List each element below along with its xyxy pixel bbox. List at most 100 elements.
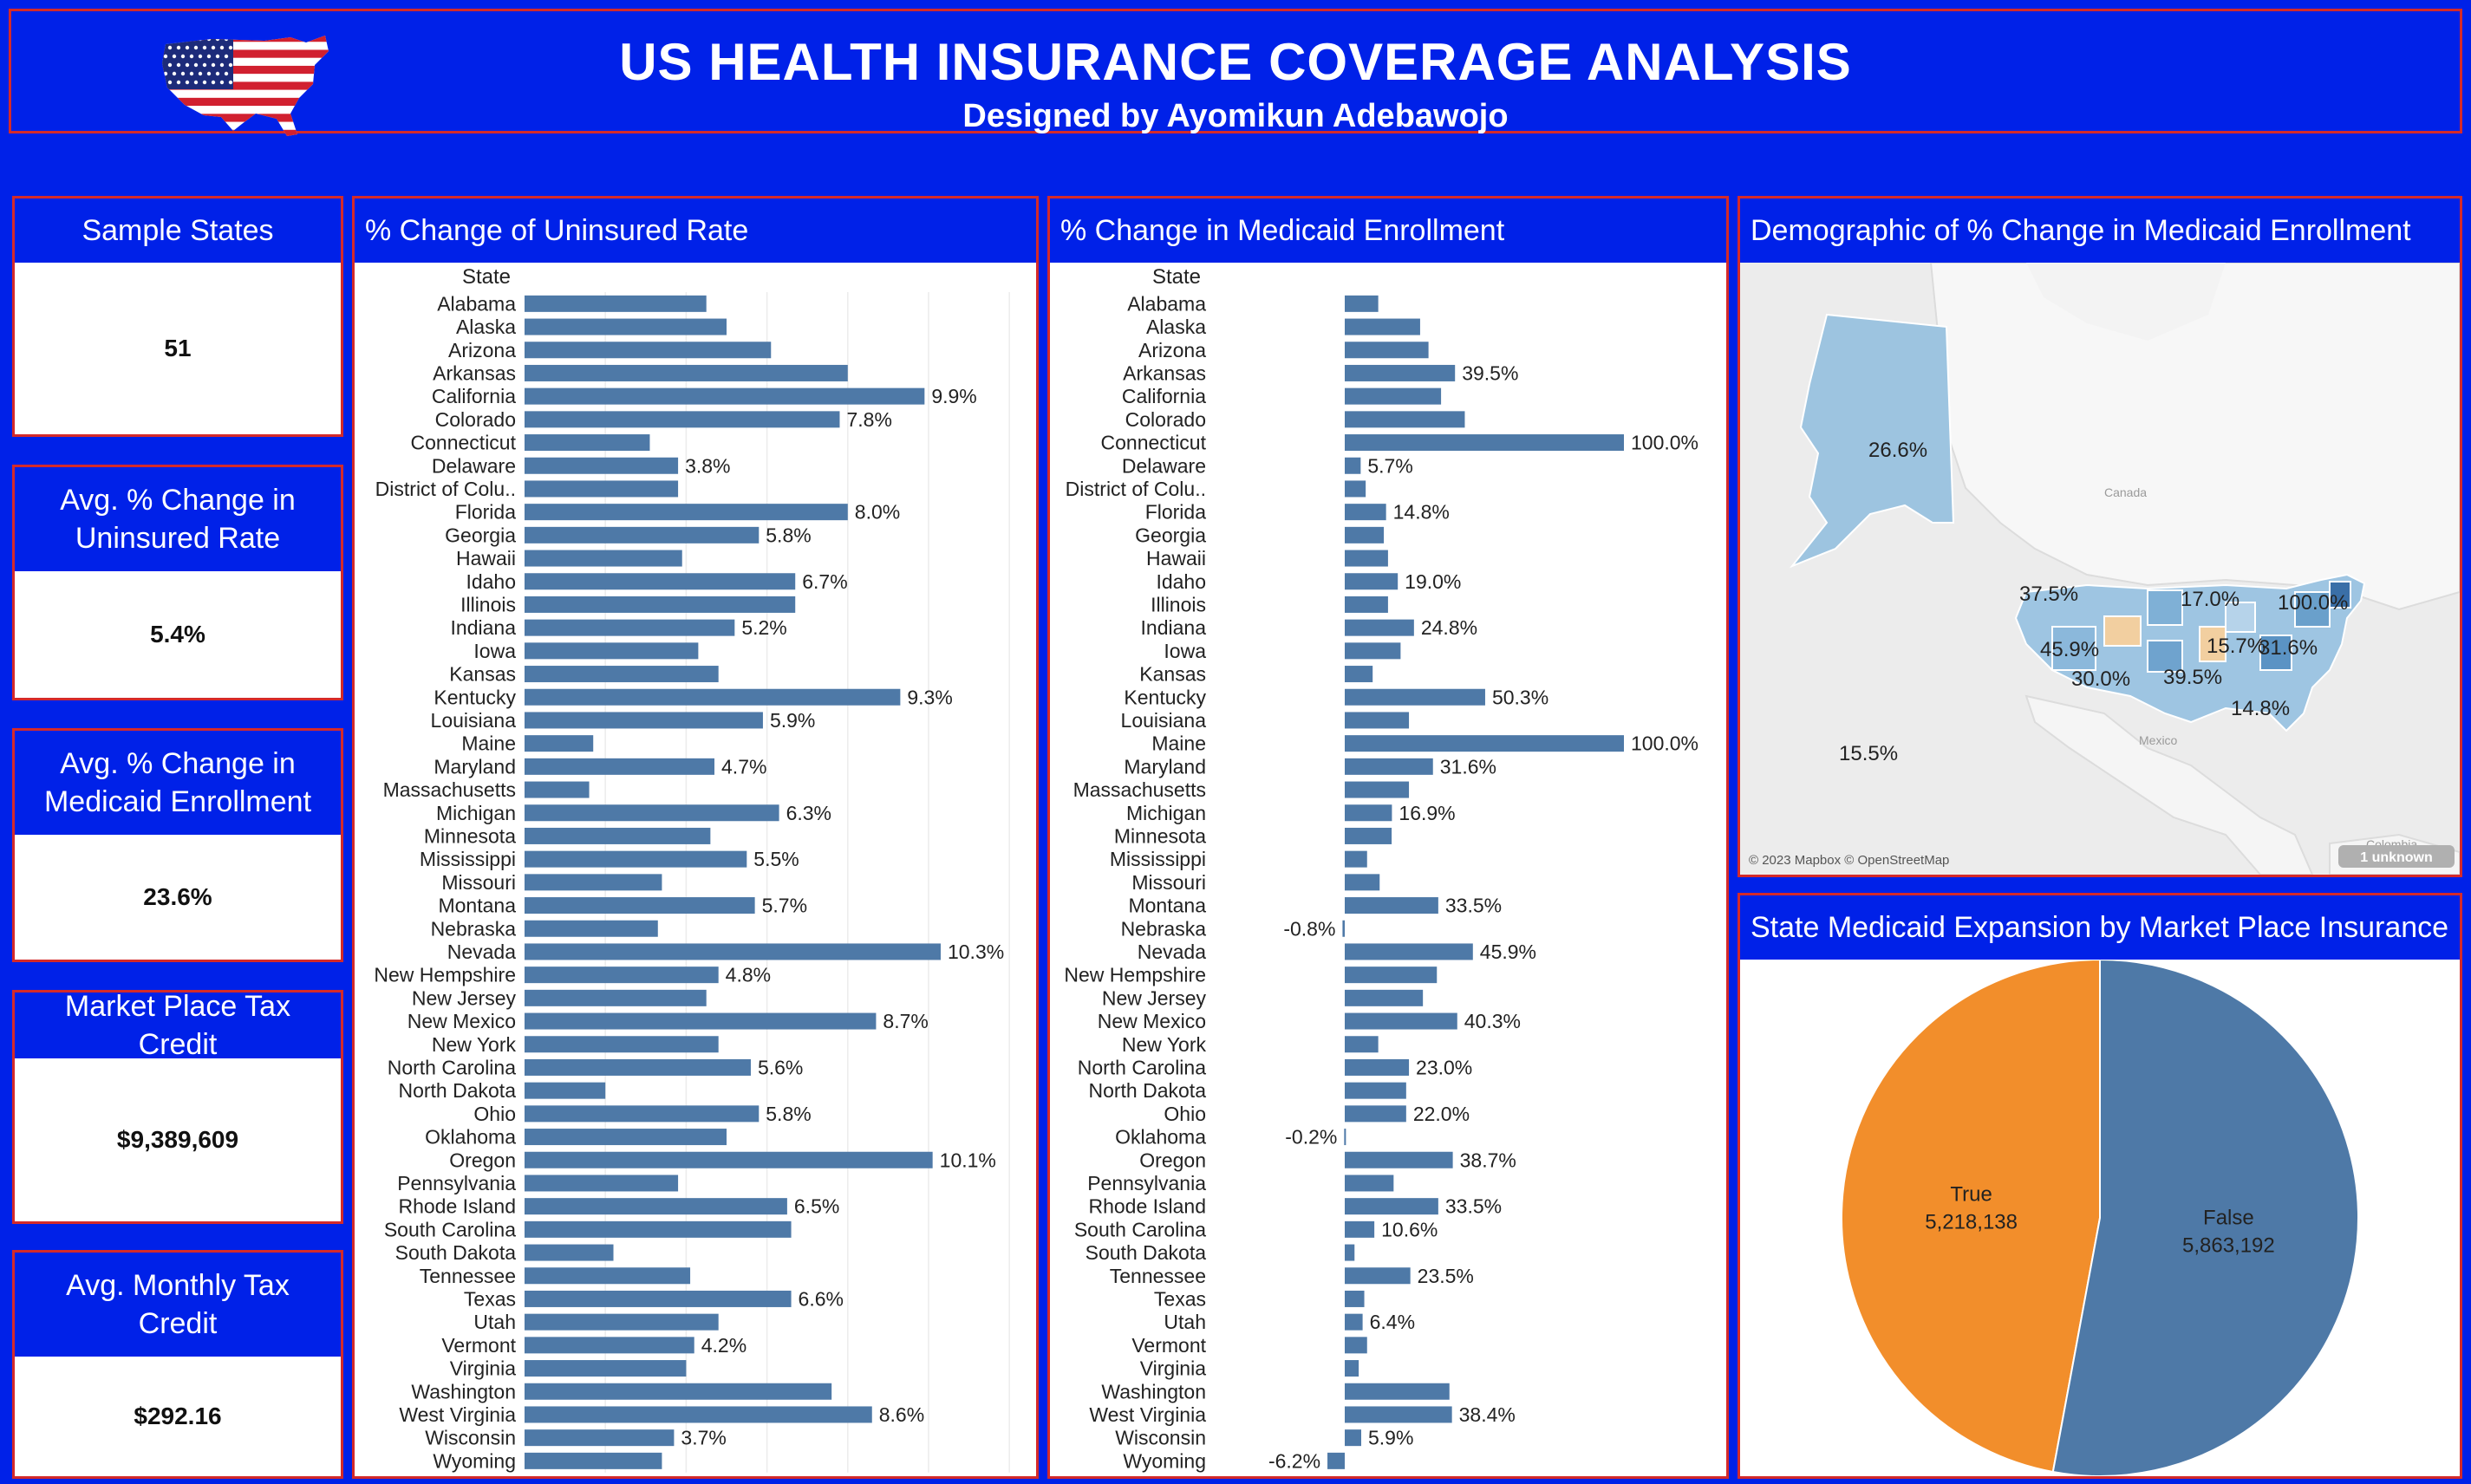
bar[interactable] [1344, 1129, 1346, 1146]
bar[interactable] [1345, 688, 1485, 706]
bar[interactable] [1345, 989, 1424, 1006]
pie-slice-true[interactable] [1841, 958, 2101, 1474]
bar[interactable] [1345, 1058, 1410, 1076]
bar[interactable] [525, 989, 707, 1006]
bar[interactable] [1345, 943, 1473, 960]
bar[interactable] [525, 920, 658, 937]
bar[interactable] [525, 1175, 679, 1192]
bar[interactable] [525, 967, 719, 984]
bar[interactable] [1345, 318, 1420, 335]
bar[interactable] [525, 781, 590, 798]
bar[interactable] [525, 550, 682, 567]
bar[interactable] [525, 688, 901, 706]
bar[interactable] [1345, 342, 1429, 359]
bar[interactable] [1345, 804, 1392, 822]
bar[interactable] [525, 480, 679, 498]
bar[interactable] [1345, 874, 1380, 891]
bar[interactable] [1345, 1220, 1375, 1238]
bar[interactable] [1345, 1360, 1359, 1377]
bar[interactable] [525, 1429, 675, 1447]
bar[interactable] [525, 457, 679, 474]
bar[interactable] [525, 1036, 719, 1053]
bar[interactable] [525, 874, 662, 891]
bar[interactable] [525, 526, 760, 543]
bar[interactable] [1345, 967, 1438, 984]
bar[interactable] [1345, 504, 1386, 521]
bar[interactable] [525, 897, 755, 914]
bar[interactable] [1345, 1383, 1450, 1400]
bar[interactable] [1345, 596, 1388, 613]
bar[interactable] [525, 434, 650, 452]
bar[interactable] [1345, 1151, 1453, 1168]
bar[interactable] [1345, 1267, 1411, 1285]
bar[interactable] [1345, 1244, 1355, 1261]
bar[interactable] [525, 804, 779, 822]
bar[interactable] [525, 342, 772, 359]
bar[interactable] [1345, 1105, 1406, 1123]
bar[interactable] [525, 1012, 877, 1030]
bar[interactable] [1345, 457, 1361, 474]
bar[interactable] [1345, 781, 1410, 798]
bar[interactable] [1345, 1198, 1438, 1215]
bar[interactable] [525, 1198, 787, 1215]
bar[interactable] [1345, 1406, 1452, 1423]
bar[interactable] [525, 411, 840, 428]
bar[interactable] [525, 827, 711, 844]
bar[interactable] [525, 1082, 606, 1099]
bar[interactable] [525, 666, 719, 683]
bar[interactable] [525, 943, 941, 960]
bar[interactable] [1345, 712, 1410, 729]
bar[interactable] [525, 735, 594, 752]
bar[interactable] [1345, 1175, 1394, 1192]
bar[interactable] [525, 1058, 751, 1076]
bar[interactable] [1345, 619, 1414, 636]
bar[interactable] [1345, 387, 1442, 405]
bar[interactable] [525, 1220, 792, 1238]
bar[interactable] [525, 1452, 662, 1469]
bar[interactable] [525, 1129, 727, 1146]
bar[interactable] [1345, 827, 1392, 844]
bar[interactable] [525, 1151, 933, 1168]
bar[interactable] [525, 1267, 691, 1285]
bar[interactable] [525, 1244, 614, 1261]
bar[interactable] [1345, 1313, 1363, 1331]
bar[interactable] [1345, 573, 1398, 590]
bar[interactable] [1345, 850, 1367, 868]
bar[interactable] [1345, 411, 1465, 428]
bar[interactable] [1345, 526, 1385, 543]
bar[interactable] [525, 387, 925, 405]
bar[interactable] [1345, 1337, 1367, 1354]
bar[interactable] [1345, 642, 1401, 660]
bar[interactable] [1342, 920, 1345, 937]
bar[interactable] [525, 318, 727, 335]
bar[interactable] [1345, 735, 1624, 752]
bar[interactable] [525, 758, 715, 775]
bar[interactable] [525, 364, 848, 381]
bar[interactable] [1345, 1429, 1361, 1447]
bar[interactable] [525, 1290, 792, 1307]
bar[interactable] [1345, 1012, 1457, 1030]
bar[interactable] [525, 1406, 872, 1423]
bar[interactable] [525, 712, 763, 729]
bar[interactable] [525, 1105, 760, 1123]
bar[interactable] [525, 596, 796, 613]
bar[interactable] [525, 295, 707, 312]
bar[interactable] [525, 1313, 719, 1331]
bar[interactable] [1345, 1082, 1406, 1099]
bar[interactable] [1345, 480, 1366, 498]
bar[interactable] [1345, 1290, 1365, 1307]
bar[interactable] [1345, 897, 1438, 914]
map-area[interactable]: Canada Mexico Colombia 26.6% 37.5% 17.0%… [1740, 263, 2460, 875]
bar[interactable] [1345, 758, 1433, 775]
bar[interactable] [1345, 1036, 1379, 1053]
bar[interactable] [525, 504, 848, 521]
bar[interactable] [525, 1337, 694, 1354]
bar[interactable] [1345, 295, 1379, 312]
bar[interactable] [1345, 364, 1456, 381]
bar[interactable] [525, 642, 699, 660]
bar[interactable] [525, 619, 735, 636]
bar[interactable] [1345, 550, 1388, 567]
bar[interactable] [1345, 666, 1373, 683]
bar[interactable] [1327, 1452, 1345, 1469]
choropleth-map[interactable]: Canada Mexico Colombia 26.6% 37.5% 17.0%… [1740, 263, 2460, 875]
